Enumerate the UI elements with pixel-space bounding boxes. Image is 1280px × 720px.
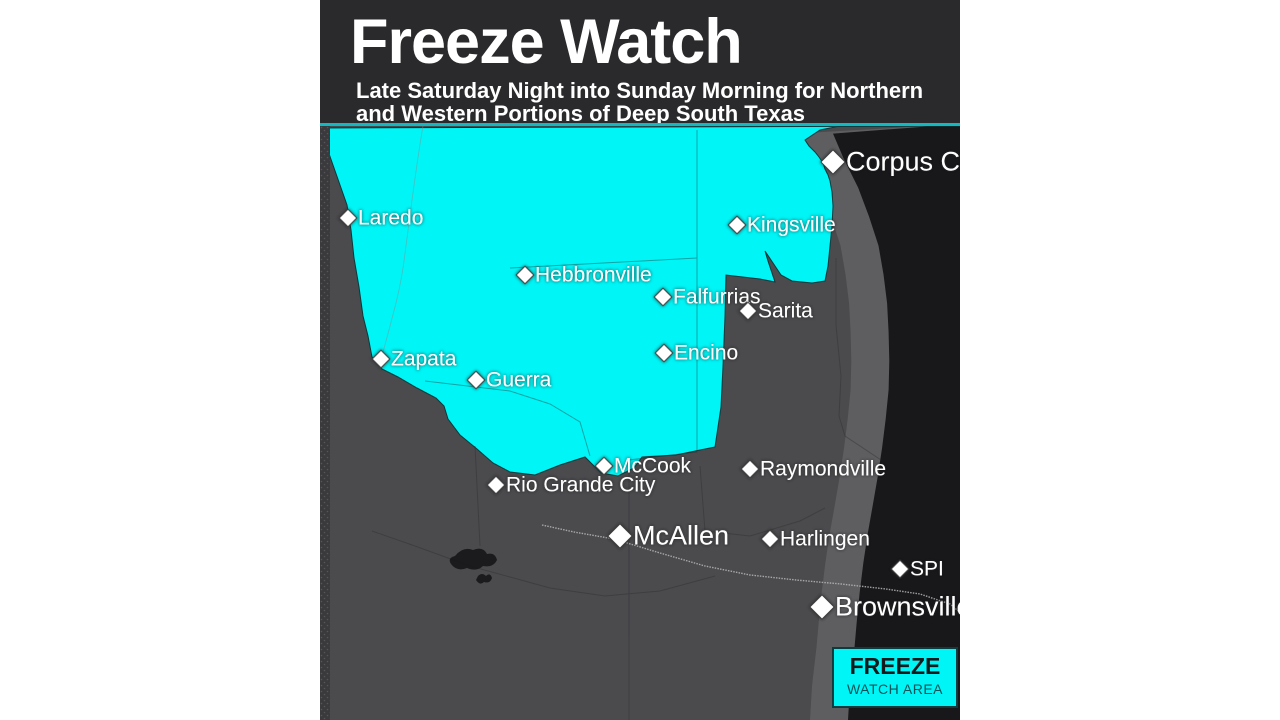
svg-text:Zapata: Zapata — [391, 348, 457, 371]
svg-text:Sarita: Sarita — [758, 300, 813, 323]
svg-text:FREEZE: FREEZE — [850, 653, 941, 679]
svg-text:Raymondville: Raymondville — [760, 458, 886, 481]
svg-text:WATCH AREA: WATCH AREA — [847, 681, 943, 697]
svg-text:SPI: SPI — [910, 558, 944, 581]
svg-text:Rio Grande City: Rio Grande City — [506, 474, 656, 497]
svg-text:Corpus Christi: Corpus Christi — [846, 147, 960, 177]
svg-text:Encino: Encino — [674, 342, 738, 365]
svg-text:Hebbronville: Hebbronville — [535, 264, 652, 287]
svg-text:Kingsville: Kingsville — [747, 214, 836, 237]
svg-text:Guerra: Guerra — [486, 369, 552, 392]
svg-text:Harlingen: Harlingen — [780, 528, 870, 551]
svg-text:Brownsville: Brownsville — [835, 592, 960, 622]
svg-text:Laredo: Laredo — [358, 207, 423, 230]
svg-text:McAllen: McAllen — [633, 521, 729, 551]
